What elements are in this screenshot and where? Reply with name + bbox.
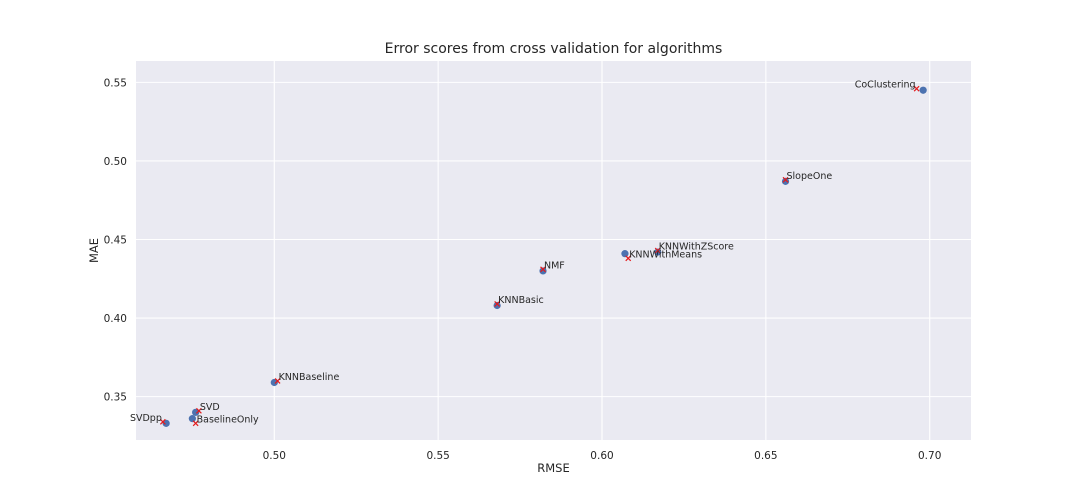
label-marker [654,247,661,254]
data-point [270,378,278,387]
y-tick-label: 0.45 [104,235,127,247]
point-label: BaselineOnly [197,414,259,425]
label-marker [192,420,199,427]
data-point [781,177,790,185]
label-marker [159,418,166,425]
data-point [493,301,501,310]
point-label: SlopeOne [787,171,833,182]
point-label: SVDpp [130,413,162,424]
y-tick-label: 0.35 [104,392,127,404]
label-marker [782,176,789,183]
x-tick-label: 0.60 [590,450,613,462]
label-marker [494,301,501,307]
plot-area [136,61,971,440]
label-marker [274,377,281,384]
y-tick-label: 0.50 [104,156,127,168]
point-label: SVD [200,402,220,413]
point-label: KNNBaseline [279,372,340,383]
data-point [919,86,927,94]
point-label: NMF [544,260,565,271]
data-point [188,415,196,423]
label-marker [913,85,920,92]
point-label: KNNBasic [498,295,544,306]
label-marker [540,266,546,273]
point-label: KNNWithMeans [629,249,702,260]
chart-title: Error scores from cross validation for a… [385,41,723,57]
label-marker [625,255,632,262]
data-points [159,85,927,427]
point-label: KNNWithZScore [659,242,734,253]
data-point [162,419,170,427]
data-point [539,267,547,275]
x-axis-ticks: 0.50 0.55 0.60 0.65 0.70 [263,450,942,462]
y-tick-label: 0.40 [104,313,127,325]
y-axis-label: MAE [87,238,101,263]
point-labels: CoClustering SlopeOne KNNWithZScoreKNNWith… [130,80,916,426]
x-tick-label: 0.65 [754,450,777,462]
data-point [654,248,662,256]
x-axis-label: RMSE [537,461,569,475]
x-tick-label: 0.70 [918,450,941,462]
y-axis-ticks: 0.35 0.40 0.45 0.50 0.55 [104,77,127,403]
grid-lines [136,61,971,440]
data-point [192,408,200,416]
point-label: CoClustering [855,80,916,91]
x-tick-label: 0.50 [263,450,286,462]
x-tick-label: 0.55 [426,450,449,462]
y-tick-label: 0.55 [104,77,127,89]
label-marker [195,407,202,414]
data-point [621,250,629,258]
